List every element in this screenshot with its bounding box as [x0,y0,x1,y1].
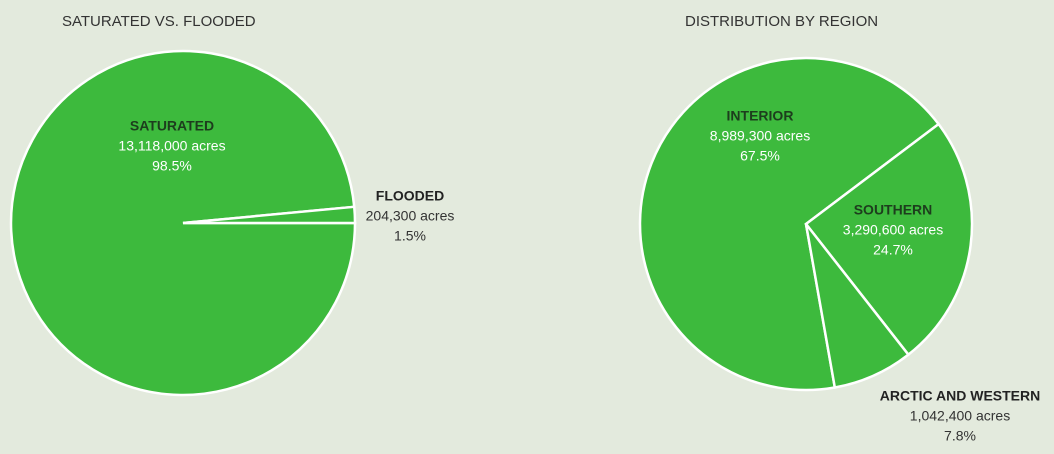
slice-value-label: 67.5% [740,148,780,164]
pie-slice [804,223,911,389]
chart-title: DISTRIBUTION BY REGION [685,13,878,30]
slice-value-label: 1.5% [394,228,426,244]
slice-value-label: 98.5% [152,158,192,174]
slice-label: SOUTHERN [854,202,933,218]
pie-slice [804,122,974,357]
slice-area-label: 204,300 acres [366,208,455,224]
slice-value-label: 24.7% [873,242,913,258]
slice-area-label: 8,989,300 acres [710,128,810,144]
pie-slice [182,205,357,225]
slice-area-label: 3,290,600 acres [843,222,943,238]
slice-label: ARCTIC AND WESTERN [880,388,1040,404]
slice-area-label: 1,042,400 acres [910,408,1010,424]
slice-area-label: 13,118,000 acres [118,138,225,154]
slice-value-label: 7.8% [944,428,976,444]
chart-title: SATURATED VS. FLOODED [62,13,256,30]
pie-slice [638,56,941,392]
slice-label: INTERIOR [727,108,794,124]
slice-label: SATURATED [130,118,214,134]
slice-label: FLOODED [376,188,444,204]
